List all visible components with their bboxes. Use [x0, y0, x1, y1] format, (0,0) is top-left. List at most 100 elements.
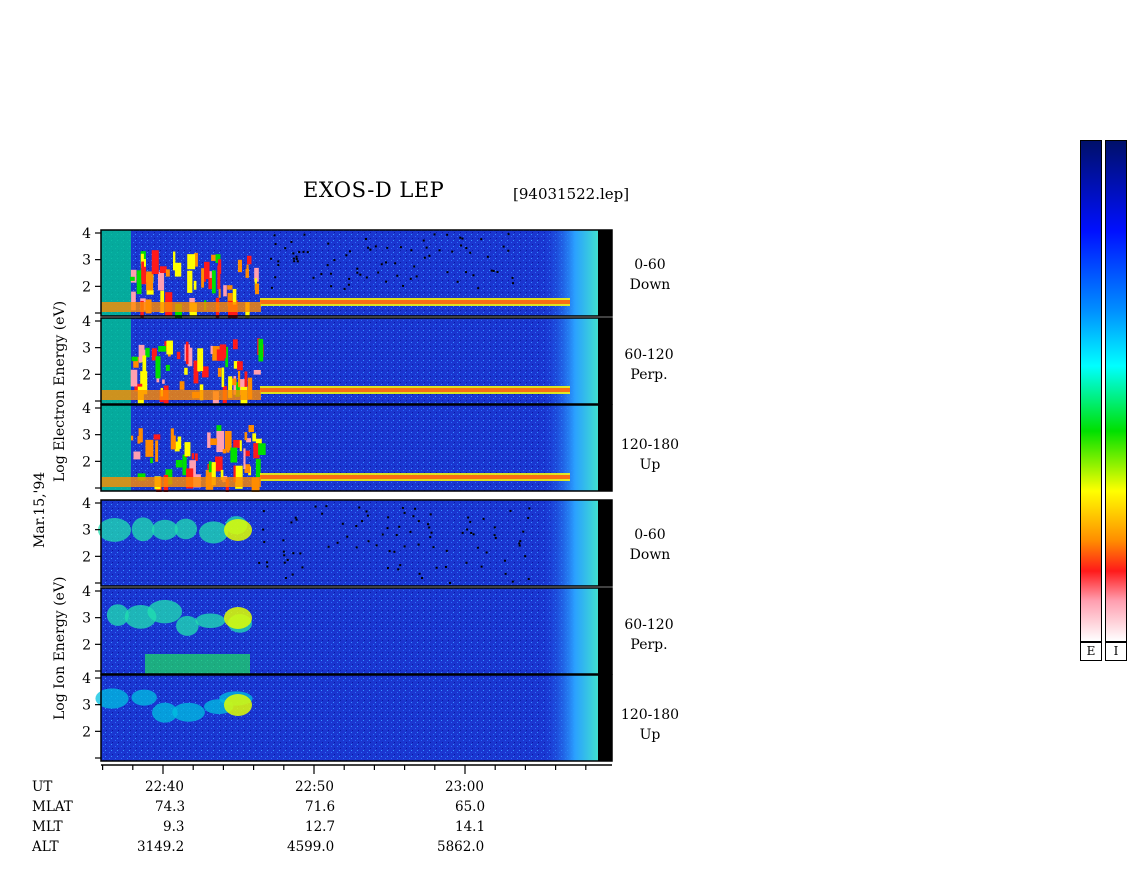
dropout	[377, 271, 380, 274]
dropout	[428, 526, 431, 529]
dropout	[388, 550, 391, 553]
dropout	[295, 257, 298, 260]
dropout	[446, 233, 449, 236]
flux-cell	[175, 460, 183, 468]
dropout	[273, 234, 276, 237]
ion-flux-peak	[224, 519, 252, 541]
panel-angle: 120-180	[620, 437, 680, 453]
ion-low-energy	[145, 654, 250, 674]
ion-flux	[152, 702, 178, 723]
ut-value: 22:50	[295, 779, 334, 795]
y-tick-label: 2	[82, 549, 91, 565]
dropout	[365, 510, 368, 513]
dropout	[461, 237, 464, 240]
flux-cell	[233, 465, 236, 483]
panel-ion-down	[97, 499, 613, 587]
flux-cell	[225, 346, 229, 368]
y-tick-label: 4	[82, 496, 91, 512]
flux-cell	[245, 450, 250, 457]
flux-cell	[133, 356, 139, 368]
panel-gap	[598, 230, 612, 316]
dropout	[401, 506, 404, 509]
flux-cell	[211, 270, 216, 294]
dropout	[432, 546, 435, 549]
flux-cell	[145, 439, 154, 457]
flux-cell	[157, 271, 165, 291]
panel-frame	[100, 587, 613, 675]
dropout	[341, 522, 344, 525]
flux-cell	[255, 283, 260, 295]
alt-value: 4599.0	[287, 839, 335, 855]
ion-flux-peak	[224, 694, 252, 716]
dropout	[356, 267, 359, 270]
dropout	[369, 248, 372, 251]
panel-frame	[100, 404, 613, 492]
flux-cell	[215, 456, 223, 472]
panel-frame	[100, 317, 613, 405]
dropout	[374, 245, 377, 248]
panel-angle: 0-60	[634, 257, 666, 273]
dropout	[470, 531, 473, 534]
dropout	[314, 505, 317, 508]
flux-cell	[130, 269, 137, 283]
flux-cell	[138, 344, 145, 362]
mlt-value: 12.7	[305, 819, 336, 835]
panel-frame	[100, 229, 613, 317]
flux-cell	[246, 264, 249, 272]
panel-frame	[100, 674, 613, 762]
flux-cell	[146, 290, 154, 295]
dropout	[469, 520, 472, 523]
flux-cell	[187, 347, 193, 367]
flux-cell	[155, 356, 161, 379]
flux-cell	[179, 381, 185, 390]
dropout	[423, 256, 426, 259]
dropout	[429, 513, 432, 516]
dropout	[522, 530, 525, 533]
flux-cell	[194, 252, 198, 267]
group-separator	[101, 492, 612, 499]
dropout	[519, 540, 522, 543]
y-tick-label: 4	[82, 584, 91, 600]
flux-cell	[159, 266, 167, 274]
ion-flux	[97, 518, 132, 542]
panel-gap	[598, 500, 612, 586]
dropout	[359, 273, 362, 276]
flux-cell	[216, 425, 222, 437]
flux-cell	[211, 254, 216, 261]
dropout	[511, 580, 514, 583]
dropout	[381, 533, 384, 536]
flux-cell	[202, 276, 206, 282]
panel-label-5: 60-120 Perp.	[615, 615, 683, 655]
flux-cell	[245, 302, 250, 326]
panel-label-4: 0-60 Down	[622, 525, 678, 565]
flux-cell	[165, 269, 170, 277]
dropout	[375, 544, 378, 547]
flux-cell	[194, 453, 198, 461]
ion-colorbar	[1105, 140, 1127, 642]
dropout	[415, 275, 418, 278]
dropout	[428, 254, 431, 257]
dropout	[461, 531, 464, 534]
dropout	[380, 263, 383, 266]
dropout	[292, 257, 295, 260]
flux-cell	[210, 345, 213, 355]
dropout	[385, 261, 388, 264]
panel-angle: 0-60	[634, 527, 666, 543]
flux-cell	[174, 441, 180, 452]
dropout	[456, 280, 459, 283]
panel-label-1: 0-60 Down	[622, 255, 678, 295]
flux-cell	[230, 447, 238, 463]
flux-cell	[212, 346, 220, 361]
panel-gap	[598, 405, 612, 491]
dropout	[417, 520, 420, 523]
panel-label-3: 120-180 Up	[612, 435, 688, 475]
dropout	[284, 576, 287, 579]
flux-cell	[258, 338, 264, 362]
dropout	[524, 555, 527, 558]
dropout	[430, 531, 433, 534]
dropout	[365, 237, 368, 240]
dropout	[387, 516, 390, 519]
flux-cell	[235, 382, 240, 397]
dropout	[480, 238, 483, 241]
dropout	[386, 527, 389, 530]
